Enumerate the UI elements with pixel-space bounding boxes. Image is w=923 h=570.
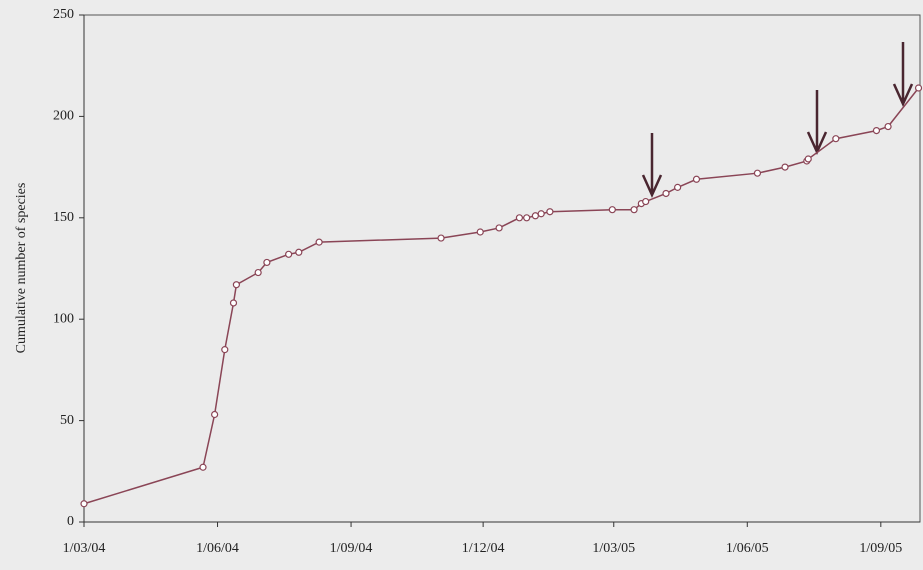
arrow — [892, 42, 914, 108]
data-point — [523, 214, 531, 222]
data-point — [531, 212, 539, 220]
data-point — [832, 135, 840, 143]
data-point — [232, 281, 240, 289]
data-point — [199, 463, 207, 471]
data-point — [662, 189, 670, 198]
data-point — [537, 210, 545, 218]
x-tick-label: 1/09/04 — [330, 541, 373, 556]
x-tick-label: 1/03/04 — [63, 541, 106, 556]
data-point — [914, 84, 923, 92]
x-tick-label: 1/03/05 — [592, 541, 635, 556]
x-tick-label: 1/06/05 — [726, 541, 769, 556]
data-point — [285, 250, 293, 258]
data-point — [630, 206, 638, 214]
data-point — [295, 248, 303, 256]
data-point — [872, 126, 881, 135]
data-point — [476, 228, 484, 236]
data-point — [515, 214, 524, 222]
arrow — [641, 133, 663, 199]
y-tick-label: 0 — [67, 514, 74, 529]
data-point — [229, 299, 238, 307]
data-point — [781, 163, 789, 171]
data-point — [692, 175, 701, 183]
arrows — [641, 42, 914, 199]
data-point — [546, 208, 554, 216]
y-axis-title: Cumulative number of species — [14, 183, 29, 354]
x-tick-label: 1/09/05 — [859, 541, 902, 556]
data-point — [674, 183, 682, 191]
y-tick-label: 150 — [53, 210, 74, 225]
y-tick-label: 50 — [60, 413, 74, 428]
data-point — [315, 238, 323, 246]
x-tick-label: 1/12/04 — [462, 541, 505, 556]
data-point — [804, 155, 812, 163]
data-point — [642, 197, 650, 206]
y-tick-label: 250 — [53, 7, 74, 22]
y-tick-label: 100 — [53, 311, 74, 326]
y-tick-label: 200 — [53, 109, 74, 124]
data-point — [437, 234, 445, 242]
data-point — [80, 500, 88, 508]
data-point — [753, 169, 762, 177]
data-point — [608, 206, 616, 214]
data-point — [221, 346, 229, 354]
data-point — [263, 258, 271, 267]
plot-frame — [83, 14, 921, 523]
data-point — [495, 224, 503, 232]
data-point — [254, 268, 262, 277]
data-point — [884, 122, 892, 131]
data-point — [211, 410, 219, 419]
x-tick-label: 1/06/04 — [196, 541, 239, 556]
